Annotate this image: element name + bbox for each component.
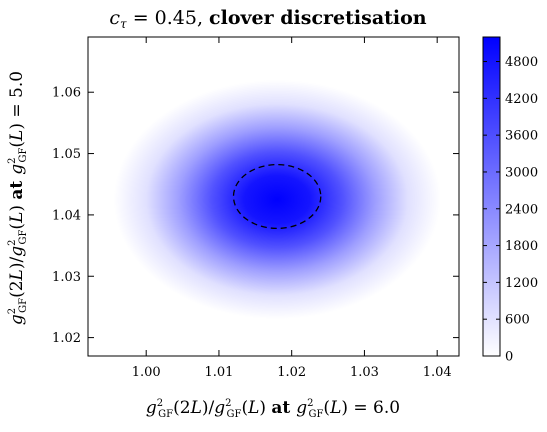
x-tick-label: 1.01 (204, 365, 233, 380)
colorbar-tick-label: 0 (505, 350, 513, 365)
x-tick-label: 1.04 (423, 365, 452, 380)
colorbar-tick-label: 3000 (505, 165, 538, 180)
confidence-contour (232, 163, 322, 230)
colorbar-ticks: 0 600 1200 1800 2400 3000 3600 4200 4800 (483, 55, 538, 365)
y-axis-ticks: 1.02 1.03 1.04 1.05 1.06 (52, 86, 459, 346)
y-tick-label: 1.06 (52, 86, 81, 101)
plot-frame (87, 36, 460, 357)
y-axis-label: g2GF(2L)/g2GF(L) at g2GF(L) = 5.0 (7, 71, 29, 325)
chart-title: cτ = 0.45, clover discretisation (109, 7, 426, 31)
colorbar-tick-label: 4200 (505, 92, 538, 107)
colorbar (482, 36, 501, 357)
colorbar-tick-label: 1800 (505, 239, 538, 254)
x-axis-ticks: 1.00 1.01 1.02 1.03 1.04 (132, 37, 452, 380)
y-tick-label: 1.03 (52, 270, 81, 285)
y-tick-label: 1.04 (52, 208, 81, 223)
y-tick-label: 1.05 (52, 147, 81, 162)
colorbar-tick-label: 2400 (505, 202, 538, 217)
x-axis-label: g2 GF(2L)/g2 GF(L) at g2 GF(L) = 6.0 (146, 398, 400, 420)
x-tick-label: 1.02 (277, 365, 306, 380)
x-tick-label: 1.00 (132, 365, 161, 380)
y-tick-label: 1.02 (52, 331, 81, 346)
density-blob (113, 79, 441, 320)
colorbar-tick-label: 1200 (505, 276, 538, 291)
colorbar-tick-label: 4800 (505, 55, 538, 70)
colorbar-tick-label: 600 (505, 313, 530, 328)
x-tick-label: 1.03 (350, 365, 379, 380)
colorbar-tick-label: 3600 (505, 129, 538, 144)
